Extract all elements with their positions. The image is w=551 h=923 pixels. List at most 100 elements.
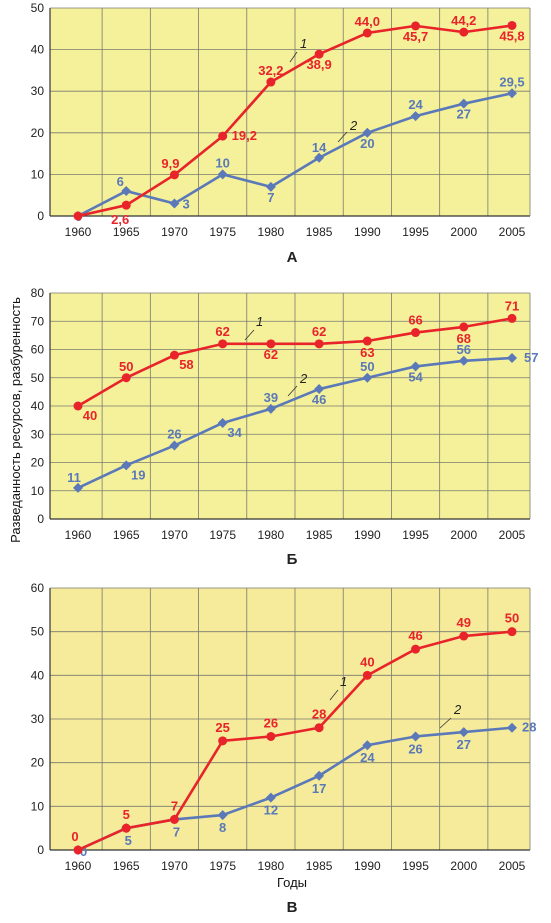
x-tick-label: 2005 <box>499 528 526 542</box>
x-tick-label: 1975 <box>209 859 236 873</box>
series-2-point <box>362 127 373 138</box>
series-1-data-label: 44,2 <box>451 13 476 28</box>
series-1-data-label: 45,7 <box>403 29 428 44</box>
series-1-point <box>218 131 228 141</box>
series-1-point <box>314 49 324 59</box>
panel-label: В <box>287 899 298 916</box>
panel-2: 0 10 20 30 40 50 60 70 80 1960 1965 1970 1975 1980 198… <box>31 286 539 568</box>
series-1-point <box>73 401 83 411</box>
series-1-point <box>411 328 421 338</box>
series-1-point <box>121 200 131 210</box>
series-2-point <box>458 727 469 738</box>
series-1-line <box>77 630 513 852</box>
series-1-point <box>459 631 469 641</box>
x-tick-label: 1990 <box>354 528 381 542</box>
series-2-point <box>507 352 517 363</box>
panel-1: 0 10 20 30 40 50 1960 1965 1970 1975 1980 1985 1990 1… <box>31 1 531 266</box>
series-1-data-label: 45,8 <box>499 28 524 43</box>
series-1-point <box>169 350 179 360</box>
series-1-line <box>77 317 513 408</box>
series-2-point <box>410 111 421 122</box>
x-tick-label: 2005 <box>499 859 526 873</box>
series-2-data-label: 11 <box>67 470 81 485</box>
series-2-point <box>410 731 421 742</box>
series-2-leader <box>439 717 452 729</box>
series-2-data-label: 29,5 <box>499 74 524 89</box>
series-1-data-label: 49 <box>457 615 471 630</box>
series-2-point <box>217 810 228 821</box>
series-1-point <box>507 20 517 30</box>
series-2-data-label: 24 <box>360 750 375 765</box>
series-1-data-label: 40 <box>83 408 97 423</box>
x-tick-label: 1995 <box>402 859 429 873</box>
series-2-data-label: 26 <box>408 741 422 756</box>
series-1-point <box>73 845 83 855</box>
series-2-point <box>265 403 276 414</box>
series-2-point <box>217 417 228 428</box>
series-1-point <box>362 28 372 38</box>
x-tick-label: 1970 <box>161 859 188 873</box>
series-2-point <box>362 372 373 383</box>
series-2-data-label: 39 <box>264 390 278 405</box>
series-1-point <box>266 731 276 741</box>
y-tick-label: 0 <box>37 512 44 526</box>
series-1-data-label: 71 <box>505 298 519 313</box>
series-1-data-label: 28 <box>312 707 326 722</box>
series-2-name: 2 <box>299 371 308 386</box>
series-1-point <box>121 373 131 383</box>
y-tick-label: 60 <box>31 343 45 357</box>
series-2-data-label: 14 <box>312 140 327 155</box>
y-tick-label: 0 <box>37 843 44 857</box>
series-1-point <box>411 21 421 31</box>
y-tick-label: 60 <box>31 581 45 595</box>
series-1-point <box>362 336 372 346</box>
series-2-point <box>121 460 132 471</box>
series-2-point <box>169 440 180 451</box>
series-1-name: 1 <box>340 674 347 689</box>
series-1-point <box>459 322 469 332</box>
panel-label: А <box>287 249 298 266</box>
series-2-data-label: 24 <box>408 97 423 112</box>
series-2-point <box>265 181 276 192</box>
series-2-data-label: 5 <box>125 833 132 848</box>
series-1-point <box>73 211 83 221</box>
series-1-data-label: 2,6 <box>111 212 129 227</box>
series-2-point <box>314 152 325 163</box>
y-axis-label: Разведанность ресурсов, разбуренность <box>8 297 23 543</box>
series-1-point <box>507 313 517 323</box>
series-2-data-label: 50 <box>360 359 374 374</box>
series-1-line <box>77 24 513 218</box>
series-2-data-label: 56 <box>457 342 471 357</box>
series-1-data-label: 68 <box>457 331 471 346</box>
series-2-line <box>77 92 513 218</box>
series-1-leader <box>244 329 255 341</box>
series-1-data-label: 62 <box>264 347 278 362</box>
series-2-data-label: 17 <box>312 781 326 796</box>
series-2-data-label: 7 <box>173 824 180 839</box>
series-1-data-label: 46 <box>408 628 422 643</box>
series-2-data-label: 28 <box>522 720 536 735</box>
series-2-point <box>458 355 469 366</box>
series-2-point <box>314 770 325 781</box>
y-tick-label: 70 <box>31 314 45 328</box>
y-tick-label: 80 <box>31 286 45 300</box>
series-2-name: 2 <box>453 702 462 717</box>
x-tick-label: 2005 <box>499 225 526 239</box>
series-1-data-label: 32,2 <box>258 63 283 78</box>
x-tick-label: 1985 <box>306 225 333 239</box>
y-tick-label: 30 <box>31 84 45 98</box>
series-2-leader <box>337 131 348 143</box>
series-1-point <box>314 339 324 349</box>
y-tick-label: 20 <box>31 756 45 770</box>
x-tick-label: 1980 <box>258 859 285 873</box>
series-1-data-label: 38,9 <box>306 57 331 72</box>
x-tick-label: 1990 <box>354 225 381 239</box>
series-2-data-label: 34 <box>227 425 242 440</box>
series-2-point <box>458 98 469 109</box>
y-tick-label: 0 <box>37 209 44 223</box>
series-1-data-label: 62 <box>215 324 229 339</box>
series-1-data-label: 7 <box>171 798 178 813</box>
series-2-data-label: 0 <box>80 844 87 859</box>
series-2-name: 2 <box>349 118 358 133</box>
series-1-point <box>459 27 469 37</box>
